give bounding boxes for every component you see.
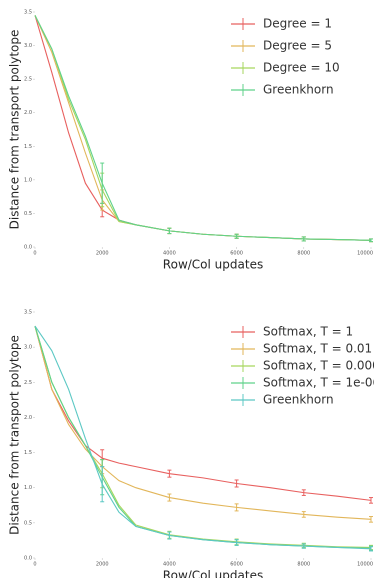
series-line [34, 325, 372, 550]
y-tick-label: 0.0 [24, 556, 32, 562]
x-axis-label: Row/Col updates [163, 258, 263, 272]
y-tick-label: 3.0 [24, 345, 32, 351]
y-tick-label: 3.0 [24, 43, 32, 49]
y-tick-label: 2.0 [24, 110, 32, 116]
legend-label: Greenkhorn [263, 393, 334, 407]
plot-area [35, 312, 371, 558]
y-tick-label: 1.5 [24, 450, 32, 456]
plot-area [35, 12, 371, 247]
x-tick-label: 2000 [96, 251, 109, 257]
y-axis-label: Distance from transport polytope [8, 30, 22, 230]
y-tick-label: 1.0 [24, 485, 32, 491]
chart: 0.0 0.5 1.0 1.5 2.0 2.5 3.0 3.5 0 2000 4000 6000 800… [8, 10, 373, 272]
legend-label: Softmax, T = 1 [263, 325, 353, 339]
y-tick-label: 2.0 [24, 415, 32, 421]
y-axis-label: Distance from transport polytope [8, 335, 22, 535]
x-axis-label: Row/Col updates [163, 569, 263, 578]
x-tick-label: 6000 [230, 562, 243, 568]
y-tick-label: 1.0 [24, 177, 32, 183]
x-tick-label: 8000 [297, 251, 310, 257]
x-tick-label: 10000 [357, 251, 373, 257]
series-line [34, 15, 372, 241]
y-tick-label: 0.5 [24, 211, 32, 217]
series-line [34, 325, 372, 501]
x-tick-label: 4000 [163, 562, 176, 568]
x-tick-label: 6000 [230, 251, 243, 257]
chart: 0.0 0.5 1.0 1.5 2.0 2.5 3.0 3.5 0 2000 4000 6000 800… [8, 310, 374, 578]
legend-label: Degree = 5 [263, 39, 332, 53]
y-tick-label: 0.5 [24, 520, 32, 526]
x-tick-label: 4000 [163, 251, 176, 257]
legend-label: Softmax, T = 0.01 [263, 342, 372, 356]
x-tick-label: 10000 [357, 562, 373, 568]
y-tick-label: 2.5 [24, 380, 32, 386]
y-tick-label: 2.5 [24, 77, 32, 83]
legend-label: Softmax, T = 1e-06 [263, 376, 374, 390]
legend-label: Greenkhorn [263, 83, 334, 97]
x-tick-label: 8000 [297, 562, 310, 568]
y-tick-label: 1.5 [24, 144, 32, 150]
y-tick-label: 0.0 [24, 245, 32, 251]
series-line [34, 325, 372, 520]
y-tick-label: 3.5 [24, 310, 32, 316]
y-tick-label: 3.5 [24, 10, 32, 16]
x-tick-label: 2000 [96, 562, 109, 568]
x-tick-label: 0 [33, 562, 36, 568]
legend-label: Degree = 10 [263, 61, 340, 75]
legend-label: Degree = 1 [263, 17, 332, 31]
x-tick-label: 0 [33, 251, 36, 257]
